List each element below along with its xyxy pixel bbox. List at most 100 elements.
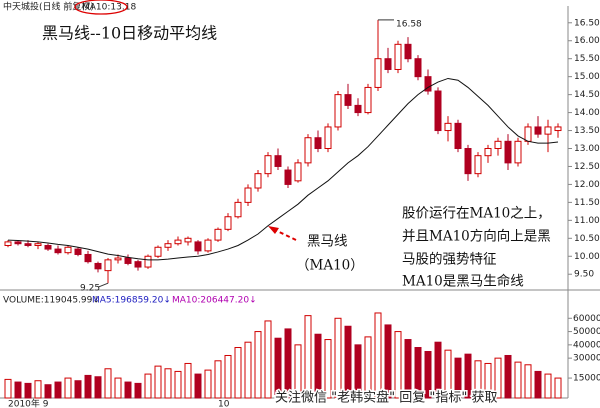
y-tick-label: 14.00: [574, 108, 600, 118]
candle-body: [234, 201, 242, 218]
volume-bar: [254, 331, 262, 399]
candle-body: [414, 58, 422, 78]
volume-bar: [134, 382, 142, 399]
y-tick-label: 15.00: [574, 72, 600, 82]
volume-bar: [194, 373, 202, 399]
y-tick-label: 40000: [573, 340, 600, 350]
volume-bar: [374, 312, 382, 399]
volume-bar: [424, 351, 432, 399]
candle-body: [194, 241, 202, 252]
highlight-ellipse: [74, 0, 128, 15]
candle-body: [554, 126, 562, 132]
candle-body: [34, 243, 42, 246]
candle-body: [444, 122, 452, 132]
volume-bar: [244, 341, 252, 399]
volume-bar: [184, 362, 192, 399]
volume-bar: [324, 339, 332, 399]
candle-body: [544, 126, 552, 135]
volume-bar: [64, 377, 72, 399]
candle-body: [114, 257, 122, 261]
volume-bar: [544, 373, 552, 399]
volume-bar: [94, 376, 102, 399]
y-tick-label: 16.50: [574, 18, 600, 28]
y-tick-label: 12.50: [574, 162, 600, 172]
volume-bar: [554, 377, 562, 399]
candle-body: [534, 126, 542, 135]
annotation: （MA10）: [296, 258, 364, 274]
volume-bar: [304, 315, 312, 399]
y-tick-label: 13.50: [574, 126, 600, 136]
chart-title: 黑马线--10日移动平均线: [42, 24, 217, 43]
volume-bar: [404, 339, 412, 399]
annotation: MA10是黑马生命线: [402, 273, 524, 290]
volume-bar: [114, 377, 122, 399]
candle-body: [464, 148, 472, 175]
candle-body: [454, 122, 462, 149]
volume-bar: [344, 325, 352, 399]
low-label: 9.25: [80, 284, 100, 294]
volume-bar: [314, 333, 322, 399]
candle-body: [124, 257, 132, 264]
volume-bar: [534, 370, 542, 399]
arrow-head: [268, 226, 279, 234]
volume-bar: [164, 368, 172, 399]
volume-bar: [354, 344, 362, 399]
volume-header: MA5:196859.20↓: [92, 296, 171, 306]
volume-bar: [224, 354, 232, 399]
x-tick-label: 2010年 9: [8, 398, 49, 408]
candle-body: [154, 246, 162, 257]
candle-body: [84, 253, 92, 263]
candle-body: [374, 58, 382, 88]
ma10-line: [7, 77, 559, 261]
volume-bar: [434, 341, 442, 399]
candle-body: [344, 94, 352, 106]
volume-bar: [384, 324, 392, 399]
candle-body: [394, 43, 402, 70]
candle-body: [474, 155, 482, 175]
volume-bar: [514, 361, 522, 399]
annotation: 黑马线: [307, 234, 348, 250]
volume-bar: [364, 336, 372, 399]
candle-body: [24, 243, 32, 246]
volume-bar: [284, 328, 292, 399]
y-tick-label: 11.00: [574, 216, 600, 226]
candle-body: [254, 173, 262, 189]
candle-body: [304, 137, 312, 164]
candle-body: [274, 155, 282, 167]
candle-body: [184, 237, 192, 243]
candle-body: [264, 155, 272, 175]
low-marker: [97, 282, 109, 288]
y-tick-label: 9.50: [574, 270, 594, 280]
y-tick-label: 30000: [573, 354, 600, 364]
candle-body: [134, 261, 142, 268]
chart-header: 中天城投(日线 前复权): [3, 1, 94, 13]
y-tick-label: 12.00: [574, 180, 600, 190]
volume-bar: [234, 347, 242, 399]
candle-body: [74, 248, 82, 255]
volume-bar: [504, 354, 512, 399]
y-tick-label: 50000: [573, 327, 600, 337]
candle-body: [244, 187, 252, 203]
volume-bar: [74, 380, 82, 399]
candle-body: [404, 43, 412, 60]
volume-bar: [24, 382, 32, 399]
candle-body: [14, 241, 22, 245]
candle-body: [284, 169, 292, 185]
x-tick-label: 10: [218, 400, 230, 408]
volume-bar: [204, 369, 212, 399]
candle-body: [214, 228, 222, 241]
volume-bar: [494, 357, 502, 399]
candle-body: [54, 248, 62, 254]
candle-body: [224, 216, 232, 230]
annotation: 并且MA10方向向上是黑: [402, 229, 551, 245]
candle-body: [174, 239, 182, 245]
watermark: 关注微信 "老韩实盘" 回复 "指标" 获取: [275, 390, 497, 406]
candle-body: [524, 126, 532, 142]
high-label: 16.58: [396, 19, 422, 29]
volume-bar: [524, 364, 532, 399]
candle-body: [424, 76, 432, 92]
volume-bar: [44, 384, 52, 399]
y-tick-label: 16.00: [574, 36, 600, 46]
candle-body: [494, 140, 502, 150]
